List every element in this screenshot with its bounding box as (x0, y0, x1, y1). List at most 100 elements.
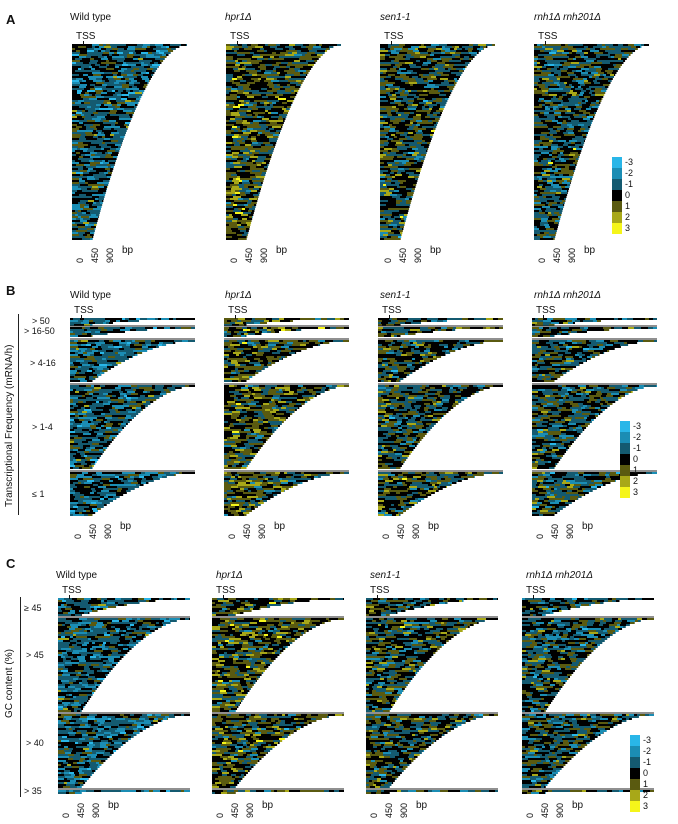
heatmap-cell (226, 62, 229, 64)
heatmap-cell (285, 88, 290, 90)
heatmap-cell (127, 48, 135, 50)
heatmap-cell (596, 50, 599, 52)
heatmap-cell (539, 140, 542, 142)
heatmap-cell (545, 238, 553, 240)
heatmap-cell (413, 62, 416, 64)
heatmap-cell (483, 48, 484, 50)
heatmap-cell (72, 146, 78, 148)
heatmap-cell (407, 134, 411, 136)
heatmap-cell (541, 120, 545, 122)
heatmap-cell (616, 52, 621, 54)
heatmap-cell (380, 124, 383, 126)
heatmap-cell (82, 112, 88, 114)
heatmap-cell (446, 94, 451, 96)
heatmap-cell (132, 98, 136, 100)
heatmap-cell (125, 58, 129, 60)
heatmap-cell (94, 423, 98, 425)
heatmap-cell (550, 104, 558, 106)
heatmap-cell (429, 96, 432, 98)
heatmap-cell (568, 132, 574, 134)
heatmap-cell (107, 90, 112, 92)
heatmap-cell (85, 158, 93, 160)
heatmap-cell (400, 196, 406, 198)
heatmap-cell (552, 188, 556, 190)
heatmap-cell (78, 405, 84, 407)
heatmap-cell (146, 401, 150, 403)
heatmap-cell (70, 425, 77, 427)
heatmap-cell (399, 198, 405, 200)
heatmap-cell (226, 72, 233, 74)
heatmap-cell (92, 44, 99, 46)
heatmap-cell (423, 54, 430, 56)
heatmap-cell (585, 84, 590, 86)
heatmap-cell (244, 174, 250, 176)
heatmap-cell (134, 344, 142, 346)
heatmap-cell (106, 44, 110, 46)
heatmap-cell (575, 166, 576, 168)
heatmap-cell (156, 346, 159, 348)
heatmap-cell (380, 158, 387, 160)
heatmap-cell (380, 142, 384, 144)
heatmap-cell (539, 98, 544, 100)
heatmap-cell (232, 82, 235, 84)
heatmap-cell (534, 194, 537, 196)
heatmap-cell (555, 158, 559, 160)
heatmap-cell (559, 162, 566, 164)
heatmap-cell (135, 100, 139, 102)
heatmap-cell (400, 232, 403, 234)
heatmap-cell (245, 140, 251, 142)
heatmap-cell (581, 126, 588, 128)
heatmap-cell (406, 188, 412, 190)
heatmap-cell (388, 114, 392, 116)
heatmap-cell (405, 82, 409, 84)
heatmap-cell (115, 64, 122, 66)
heatmap-cell (234, 50, 237, 52)
heatmap-cell (590, 48, 595, 50)
heatmap-cell (558, 144, 563, 146)
heatmap-cell (160, 340, 163, 342)
heatmap-cell (554, 74, 558, 76)
heatmap-cell (548, 110, 555, 112)
heatmap-cell (571, 88, 575, 90)
heatmap-cell (380, 104, 387, 106)
heatmap-cell (619, 62, 624, 64)
heatmap-cell (73, 399, 81, 401)
heatmap-cell (231, 114, 234, 116)
heatmap-cell (246, 196, 254, 198)
heatmap-cell (87, 220, 93, 222)
heatmap-cell (72, 56, 79, 58)
heatmap-cell (76, 472, 82, 474)
heatmap-cell (581, 72, 588, 74)
heatmap-cell (236, 178, 240, 180)
heatmap-cell (231, 132, 238, 134)
heatmap-cell (146, 54, 150, 56)
heatmap-cell (79, 238, 82, 240)
heatmap-cell (388, 218, 395, 220)
heatmap-cell (95, 331, 100, 333)
heatmap-cell (567, 104, 575, 106)
heatmap-cell (104, 340, 109, 342)
heatmap-cell (561, 124, 567, 126)
heatmap-cell (123, 344, 126, 346)
heatmap-cell (562, 116, 570, 118)
heatmap-cell (231, 148, 236, 150)
heatmap-cell (91, 188, 99, 190)
heatmap-cell (276, 140, 277, 142)
heatmap-cell (396, 234, 401, 236)
heatmap-cell (176, 44, 181, 46)
heatmap-cell (252, 142, 258, 144)
heatmap-cell (113, 96, 121, 98)
heatmap-cell (385, 228, 392, 230)
heatmap-cell (113, 70, 118, 72)
heatmap-cell (139, 68, 147, 70)
heatmap-cell (262, 172, 266, 174)
heatmap-cell (232, 226, 238, 228)
heatmap-cell (94, 200, 99, 202)
heatmap-cell (76, 372, 79, 374)
heatmap-cell (593, 46, 597, 48)
heatmap-cell (580, 92, 584, 94)
heatmap-cell (546, 122, 551, 124)
heatmap-cell (85, 180, 92, 182)
heatmap-cell (575, 112, 583, 114)
heatmap-cell (426, 46, 433, 48)
